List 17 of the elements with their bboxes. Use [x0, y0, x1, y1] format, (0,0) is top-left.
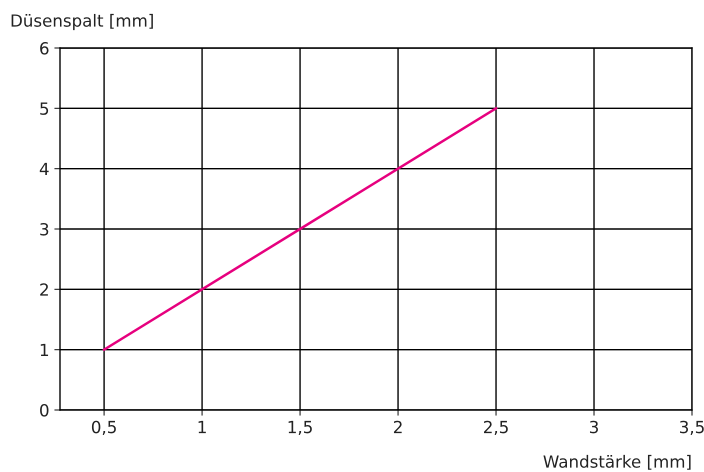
y-tick-label: 0	[40, 404, 48, 417]
y-tick-label: 3	[40, 222, 48, 236]
x-tick-label: 1	[198, 420, 206, 434]
y-tick-label: 2	[40, 283, 48, 296]
x-tick-label: 0,5	[92, 420, 116, 436]
x-tick-label: 2,5	[484, 420, 508, 436]
x-axis-title: Wandstärke [mm]	[543, 454, 691, 470]
x-tick-label: 1,5	[288, 420, 312, 436]
x-tick-label: 3,5	[680, 420, 704, 436]
y-tick-label: 6	[40, 42, 49, 55]
line-series	[102, 107, 498, 351]
x-tick-label: 3	[590, 420, 598, 434]
x-tick-label: 2	[394, 420, 402, 434]
y-tick-label: 1	[40, 344, 48, 356]
y-tick-label: 5	[40, 102, 48, 115]
y-tick-label: 4	[40, 162, 49, 175]
y-axis-title: Düsenspalt [mm]	[12, 14, 153, 30]
